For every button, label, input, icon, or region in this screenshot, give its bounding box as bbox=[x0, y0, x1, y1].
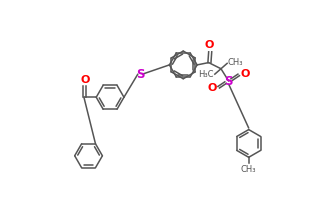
Text: O: O bbox=[240, 69, 250, 79]
Text: O: O bbox=[205, 40, 214, 50]
Text: CH₃: CH₃ bbox=[228, 58, 244, 67]
Text: S: S bbox=[136, 68, 144, 81]
Text: S: S bbox=[224, 75, 233, 88]
Text: CH₃: CH₃ bbox=[241, 165, 256, 174]
Text: H₃C: H₃C bbox=[198, 70, 214, 79]
Text: O: O bbox=[80, 75, 89, 85]
Text: O: O bbox=[208, 83, 217, 93]
